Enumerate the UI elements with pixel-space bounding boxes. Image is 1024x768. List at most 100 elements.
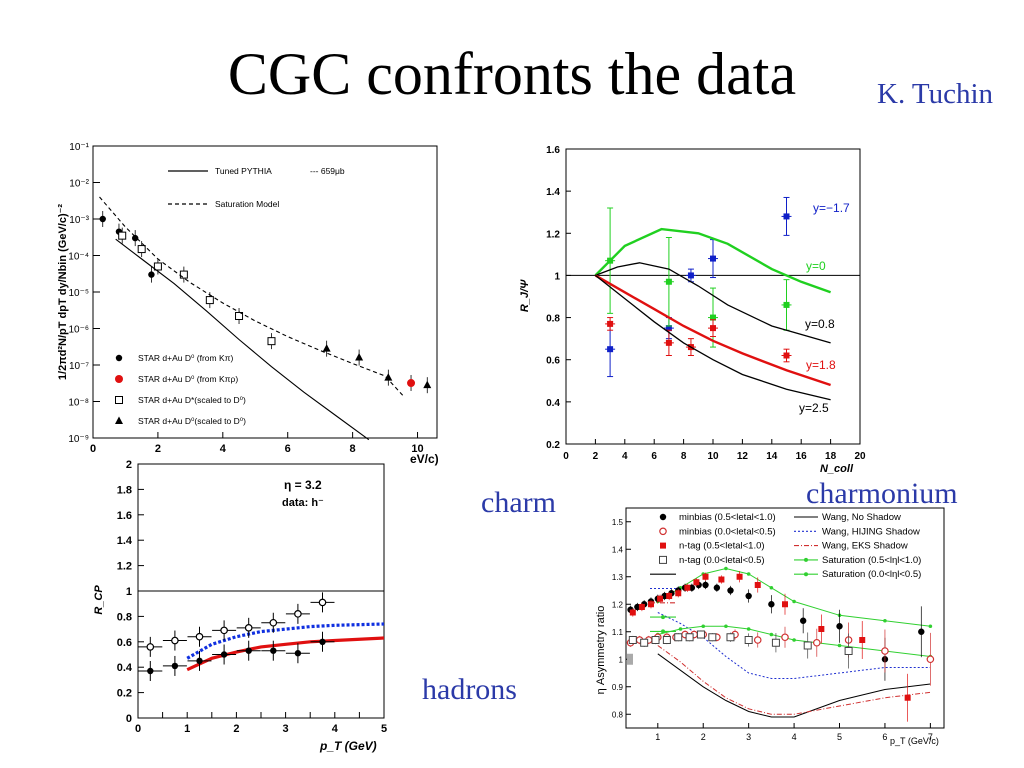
charm-x-label: eV/c) [410, 452, 439, 466]
charmonium-series-label: y=−1.7 [813, 201, 850, 215]
hadrons-x-label: p_T (GeV) [319, 739, 377, 753]
asymmetry-data-point [693, 579, 700, 586]
legend-text: Tuned PYTHIA [215, 166, 272, 176]
charmonium-label: charmonium [806, 477, 958, 510]
charm-chart: 0 2 4 6 8 10 10⁻⁹ 10⁻⁸ 10⁻⁷ 10⁻⁶ 10⁻⁵ 10⁻⁴ 10⁻³ 10⁻² 1… [57, 142, 439, 466]
charmonium-data-point [783, 301, 790, 308]
charm-data-point [131, 234, 139, 242]
hadrons-data-point [171, 662, 179, 670]
asymmetry-data-point [881, 647, 889, 655]
charm-curve-solid [115, 238, 370, 441]
hadrons-data-point [294, 610, 302, 618]
charm-frame [92, 145, 438, 439]
legend-text: STAR d+Au D⁰(scaled to D⁰) [138, 416, 246, 426]
charm-x-tick-label: 10 [411, 443, 423, 455]
charmonium-x-tick-label: 12 [737, 451, 749, 462]
asymmetry-y-tick-label: 1.2 [612, 600, 624, 609]
hadrons-y-tick-label: 1.4 [117, 535, 133, 547]
asymmetry-curve [657, 653, 931, 718]
charm-data-point [322, 344, 331, 352]
charmonium-y-tick-label: 1.2 [546, 229, 560, 240]
charm-y-tick-label: 10⁻⁷ [69, 361, 89, 372]
legend-text: STAR d+Au D*(scaled to D⁰) [138, 395, 246, 405]
asymmetry-data-point [696, 630, 705, 639]
asymmetry-y-tick-label: 1.1 [612, 628, 624, 637]
asymmetry-data-point [904, 694, 911, 701]
asymmetry-data-point [685, 633, 694, 642]
asymmetry-x-tick-label: 5 [837, 732, 842, 742]
asymmetry-curve-marker [883, 618, 887, 623]
charm-y-tick-label: 10⁻³ [69, 215, 89, 226]
charmonium-y-tick-label: 0.6 [546, 356, 560, 367]
charm-y-tick-label: 10⁻⁹ [68, 434, 89, 445]
charmonium-data-point [665, 278, 672, 285]
legend-marker [661, 615, 665, 620]
charm-data-point [267, 337, 276, 346]
charm-curve-dashed [99, 196, 405, 398]
charm-data-point [384, 373, 393, 381]
charmonium-series-label: y=1.8 [806, 358, 836, 372]
charm-data-point [355, 353, 364, 361]
hadrons-data-point [294, 650, 302, 657]
asymmetry-data-point [745, 592, 752, 600]
charm-x-tick-label: 6 [285, 443, 291, 455]
asymmetry-data-point [768, 601, 775, 608]
asymmetry-y-tick-label: 0.8 [612, 710, 624, 719]
charm-x-tick-label: 4 [220, 443, 227, 455]
author-label: K. Tuchin [877, 78, 994, 110]
hadrons-annotation: data: h⁻ [282, 497, 324, 509]
charm-data-point [148, 271, 155, 278]
hadrons-y-tick-label: 1.8 [117, 484, 132, 496]
asymmetry-y-tick-label: 1 [619, 655, 624, 664]
legend-text: --- 659μb [310, 166, 345, 176]
asymmetry-data-point [675, 590, 682, 597]
charmonium-data-point [607, 320, 614, 327]
asymmetry-data-point [727, 587, 734, 594]
charmonium-data-point [710, 325, 716, 332]
asymmetry-data-point [684, 584, 691, 591]
charm-y-tick-label: 10⁻⁴ [68, 252, 89, 263]
hadrons-data-point [220, 626, 228, 635]
charm-x-tick-label: 0 [90, 443, 96, 455]
asymmetry-frame [625, 507, 945, 729]
charm-y-tick-label: 10⁻⁶ [68, 325, 89, 336]
charmonium-x-tick-label: 2 [593, 451, 599, 462]
charm-data-point [407, 379, 416, 388]
asymmetry-data-point [702, 581, 709, 589]
legend-marker [660, 542, 666, 549]
charm-y-tick-label: 10⁻² [69, 179, 89, 190]
hadrons-y-tick-label: 1 [126, 586, 132, 598]
hadrons-chart: 0 1 2 3 4 5 0 0.2 0.4 0.6 0.8 1 1.2 1.4 1.6 1.8 2 p_T (Ge… [93, 459, 387, 753]
charmonium-data-point [710, 255, 716, 262]
hadrons-data-point [245, 647, 252, 654]
asymmetry-curve-marker [928, 624, 933, 629]
charmonium-data-point [607, 346, 614, 353]
charmonium-data-point [783, 213, 790, 220]
legend-marker [804, 572, 808, 577]
asymmetry-curve-marker [724, 566, 728, 571]
charmonium-x-tick-label: 10 [707, 451, 719, 462]
charmonium-y-tick-label: 1 [554, 271, 560, 282]
asymmetry-curve [657, 645, 931, 715]
charmonium-x-tick-label: 0 [563, 451, 569, 462]
charmonium-data-point [607, 257, 614, 264]
charmonium-x-tick-label: 8 [681, 451, 687, 462]
legend-text: STAR d+Au D⁰ (from Kπρ) [138, 374, 238, 384]
asymmetry-data-point [638, 604, 645, 610]
charmonium-data-point [783, 352, 790, 359]
asymmetry-curve [657, 567, 931, 627]
asymmetry-curve-marker [701, 624, 706, 629]
asymmetry-data-point [647, 601, 654, 608]
asymmetry-x-tick-label: 1 [655, 732, 660, 742]
charmonium-y-tick-label: 0.8 [546, 314, 560, 325]
hadrons-data-point [319, 638, 326, 645]
hadrons-x-tick-label: 0 [135, 723, 141, 735]
asymmetry-chart: 1 2 3 4 5 6 7 0.8 0.9 1 1.1 1.2 1.3 1.4 1.5 p_T (GeV/c)… [595, 507, 945, 746]
legend-text: Saturation Model [215, 199, 279, 209]
charm-y-label: 1/2πd²N/pT dpT dy/Nbin (GeV/c)⁻² [57, 204, 69, 381]
legend-marker [659, 513, 667, 521]
hadrons-data-point [244, 624, 253, 632]
asymmetry-y-label: η Asymmetry ratio [595, 606, 607, 695]
asymmetry-curve-marker [746, 627, 751, 631]
